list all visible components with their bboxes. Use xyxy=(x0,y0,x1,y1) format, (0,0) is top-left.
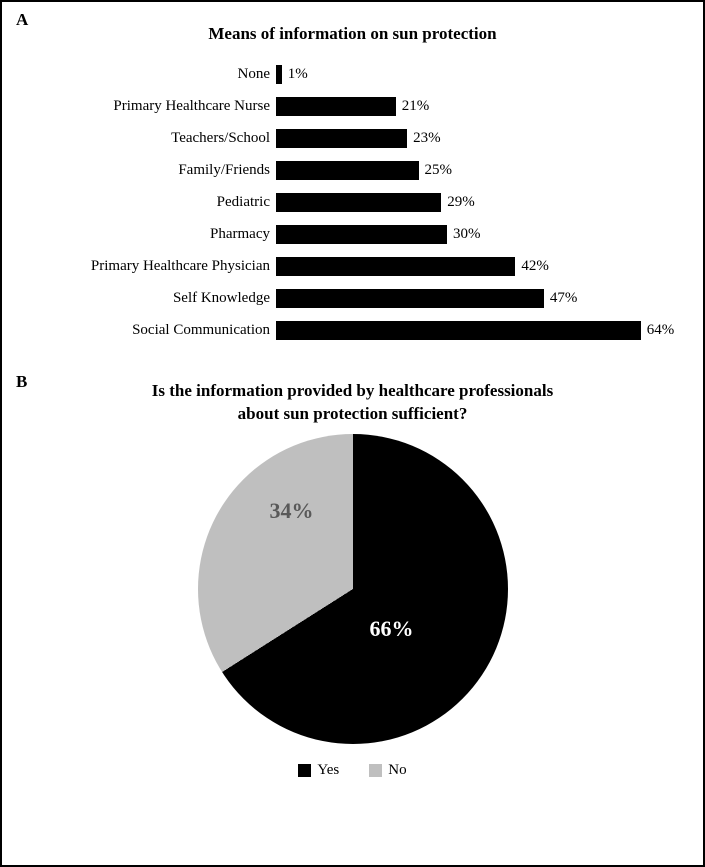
pie-slice-label-no: 34% xyxy=(270,498,314,524)
panel-a-label: A xyxy=(16,10,28,30)
bar-chart: None 1% Primary Healthcare Nurse 21% Teacher… xyxy=(50,58,675,346)
pie-legend: Yes No xyxy=(20,762,685,779)
bar-row: Primary Healthcare Nurse 21% xyxy=(50,90,675,122)
bar-value-label: 42% xyxy=(515,258,549,275)
legend-swatch-no xyxy=(369,764,382,777)
legend-text-no: No xyxy=(388,762,406,779)
bar-category-label: Pediatric xyxy=(50,194,276,211)
bar-fill xyxy=(276,321,641,340)
bar-value-label: 21% xyxy=(396,98,430,115)
bar-category-label: Social Communication xyxy=(50,322,276,339)
bar-category-label: Pharmacy xyxy=(50,226,276,243)
bar-value-label: 23% xyxy=(407,130,441,147)
bar-row: Primary Healthcare Physician 42% xyxy=(50,250,675,282)
bar-track: 42% xyxy=(276,250,675,282)
bar-row: Self Knowledge 47% xyxy=(50,282,675,314)
panel-b-title-line1: Is the information provided by healthcar… xyxy=(152,381,553,400)
bar-fill xyxy=(276,257,515,276)
bar-track: 25% xyxy=(276,154,675,186)
figure-frame: A Means of information on sun protection… xyxy=(0,0,705,867)
bar-track: 23% xyxy=(276,122,675,154)
bar-track: 29% xyxy=(276,186,675,218)
panel-b-title: Is the information provided by healthcar… xyxy=(20,380,685,426)
legend-item-yes: Yes xyxy=(298,762,339,779)
bar-value-label: 25% xyxy=(419,162,453,179)
bar-category-label: Self Knowledge xyxy=(50,290,276,307)
bar-value-label: 30% xyxy=(447,226,481,243)
bar-fill xyxy=(276,225,447,244)
bar-category-label: Teachers/School xyxy=(50,130,276,147)
bar-row: Social Communication 64% xyxy=(50,314,675,346)
bar-fill xyxy=(276,289,544,308)
bar-category-label: None xyxy=(50,66,276,83)
bar-track: 21% xyxy=(276,90,675,122)
bar-value-label: 29% xyxy=(441,194,475,211)
panel-b-title-line2: about sun protection sufficient? xyxy=(238,404,468,423)
bar-category-label: Primary Healthcare Nurse xyxy=(50,98,276,115)
bar-track: 47% xyxy=(276,282,675,314)
bar-fill xyxy=(276,97,396,116)
pie-chart: 34% 66% xyxy=(198,434,508,744)
bar-row: Pediatric 29% xyxy=(50,186,675,218)
bar-track: 64% xyxy=(276,314,675,346)
bar-value-label: 47% xyxy=(544,290,578,307)
bar-fill xyxy=(276,129,407,148)
pie-chart-wrap: 34% 66% xyxy=(20,434,685,744)
bar-category-label: Family/Friends xyxy=(50,162,276,179)
bar-fill xyxy=(276,161,419,180)
bar-track: 1% xyxy=(276,58,675,90)
bar-row: Pharmacy 30% xyxy=(50,218,675,250)
pie-slice-label-yes: 66% xyxy=(370,616,414,642)
bar-row: Family/Friends 25% xyxy=(50,154,675,186)
bar-value-label: 1% xyxy=(282,66,308,83)
bar-value-label: 64% xyxy=(641,322,675,339)
bar-row: None 1% xyxy=(50,58,675,90)
bar-fill xyxy=(276,193,441,212)
panel-b-label: B xyxy=(16,372,27,392)
panel-a-title: Means of information on sun protection xyxy=(20,24,685,44)
legend-text-yes: Yes xyxy=(317,762,339,779)
bar-category-label: Primary Healthcare Physician xyxy=(50,258,276,275)
bar-row: Teachers/School 23% xyxy=(50,122,675,154)
legend-item-no: No xyxy=(369,762,406,779)
bar-track: 30% xyxy=(276,218,675,250)
legend-swatch-yes xyxy=(298,764,311,777)
